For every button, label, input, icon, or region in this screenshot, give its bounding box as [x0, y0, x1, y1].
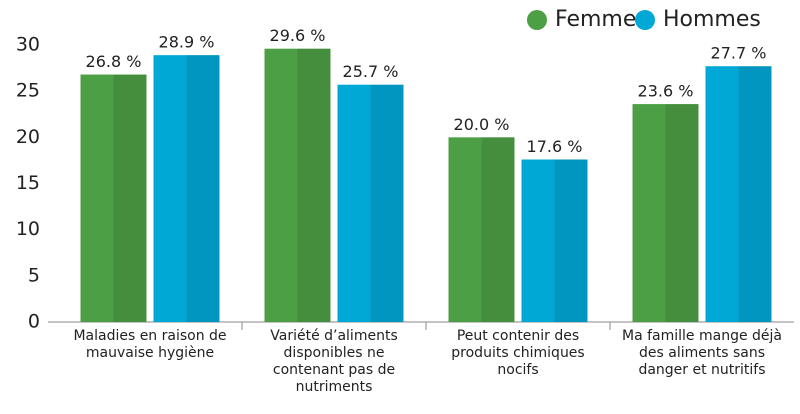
legend-label: Femmes [555, 7, 648, 32]
x-tick-label: Ma famille mange déjà des aliments sans … [622, 328, 782, 378]
bar [448, 137, 515, 322]
bar [521, 159, 588, 322]
value-label: 20.0 % [454, 115, 510, 134]
value-label: 28.9 % [159, 33, 215, 52]
bar [632, 104, 699, 323]
bar-shade [186, 55, 220, 322]
bar [80, 74, 147, 323]
y-tick-label: 10 [16, 218, 40, 240]
bar-shade [738, 66, 772, 322]
bar-shade [297, 48, 331, 323]
x-tick-label: Peut contenir des produits chimiques noc… [451, 328, 585, 378]
y-tick-label: 25 [16, 80, 40, 102]
value-label: 29.6 % [270, 26, 326, 45]
bar [264, 48, 331, 323]
legend-swatch [527, 10, 547, 30]
legend-label: Hommes [663, 7, 761, 32]
value-label: 26.8 % [86, 52, 142, 71]
bar-shade [370, 84, 404, 322]
x-tick-label: Maladies en raison de mauvaise hygiène [73, 328, 227, 361]
x-tick-label: Variété d’aliments disponibles ne conten… [270, 328, 398, 395]
y-tick-label: 0 [28, 311, 40, 333]
bar-shade [113, 74, 147, 323]
y-tick-label: 20 [16, 126, 40, 148]
bar [705, 66, 772, 322]
bar [153, 55, 220, 322]
bar-shade [481, 137, 515, 322]
bar [337, 84, 404, 322]
bar-shade [665, 104, 699, 323]
bar-shade [554, 159, 588, 322]
legend-swatch [635, 10, 655, 30]
value-label: 25.7 % [343, 62, 399, 81]
value-label: 17.6 % [527, 137, 583, 156]
y-tick-label: 30 [16, 34, 40, 56]
y-tick-label: 5 [28, 264, 40, 286]
value-label: 23.6 % [638, 82, 694, 101]
y-tick-label: 15 [16, 172, 40, 194]
value-label: 27.7 % [711, 44, 767, 63]
